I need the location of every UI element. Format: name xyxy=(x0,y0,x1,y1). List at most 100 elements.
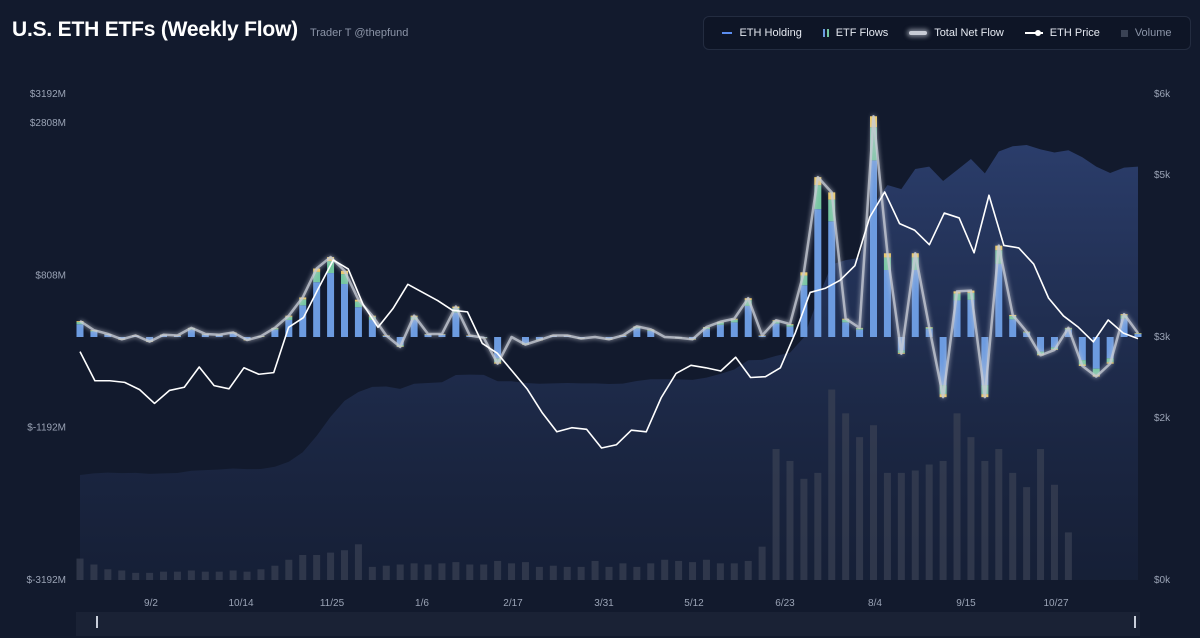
net-flow-path xyxy=(79,114,1140,399)
left-tick-label: $-1192M xyxy=(27,423,66,434)
volume-bar xyxy=(730,563,738,580)
flow-bar-segment xyxy=(313,282,321,337)
legend-item-eth-price[interactable]: ETH Price xyxy=(1024,27,1100,39)
price-line-icon xyxy=(1024,30,1043,36)
range-handle-left[interactable] xyxy=(96,616,98,628)
right-tick-label: $0k xyxy=(1154,575,1171,586)
volume-bar xyxy=(229,570,237,580)
volume-bar xyxy=(424,564,432,580)
x-tick-label: 8/4 xyxy=(868,598,882,609)
x-tick-label: 5/12 xyxy=(684,598,704,609)
price-path xyxy=(79,191,1139,449)
volume-bar xyxy=(1009,472,1017,580)
volume-bar xyxy=(647,563,655,580)
range-handle-right[interactable] xyxy=(1134,616,1136,628)
flow-bar-segment xyxy=(730,322,738,337)
volume-bar xyxy=(1023,487,1031,580)
chart-title: U.S. ETH ETFs (Weekly Flow) xyxy=(12,18,298,41)
flow-bar-segment xyxy=(772,323,780,337)
volume-bar xyxy=(967,437,975,580)
volume-bar xyxy=(1037,449,1045,580)
volume-bar xyxy=(104,569,112,580)
volume-bar xyxy=(466,564,474,580)
flow-bar-segment xyxy=(605,337,613,339)
volume-bar xyxy=(160,571,168,580)
flow-bar-segment xyxy=(814,185,822,210)
x-tick-label: 10/14 xyxy=(228,598,253,609)
volume-bar xyxy=(341,550,348,580)
volume-bar xyxy=(187,570,195,580)
flow-bar-segment xyxy=(702,329,710,337)
flow-bar-segment xyxy=(730,319,738,323)
flow-bar-segment xyxy=(535,337,543,340)
flow-bar-segment xyxy=(981,337,989,386)
chart-credit: Trader T @thepfund xyxy=(309,27,409,39)
flow-bar-segment xyxy=(285,316,293,320)
volume-bar xyxy=(521,562,529,580)
volume-bar xyxy=(396,564,404,580)
volume-bar xyxy=(981,460,989,580)
flow-bar-segment xyxy=(828,199,836,222)
flow-bar-segment xyxy=(870,127,877,161)
volume-bar xyxy=(619,563,627,580)
flow-bar-segment xyxy=(953,300,961,337)
volume-bar xyxy=(243,571,251,580)
flow-bar-segment xyxy=(299,305,307,337)
volume-bar xyxy=(368,566,376,580)
flow-bar-segment xyxy=(215,335,223,337)
volume-bar xyxy=(382,565,390,580)
flow-bar-segment xyxy=(967,299,975,337)
volume-bar xyxy=(146,572,154,580)
volume-bar xyxy=(535,566,543,580)
flow-bar-segment xyxy=(1078,337,1086,361)
volume-bar xyxy=(285,559,293,580)
volume-bar xyxy=(271,565,279,580)
flow-bar-segment xyxy=(800,275,808,286)
legend-item-volume[interactable]: Volume xyxy=(1120,27,1172,39)
volume-bar xyxy=(883,472,891,580)
flow-bar-segment xyxy=(1009,319,1017,337)
flow-bar-segment xyxy=(772,321,780,324)
volume-bar xyxy=(354,544,362,580)
chart-header: U.S. ETH ETFs (Weekly Flow) Trader T @th… xyxy=(12,18,408,42)
flow-bar-segment xyxy=(1023,332,1031,337)
left-tick-label: $808M xyxy=(35,270,66,281)
x-tick-label: 6/23 xyxy=(775,598,795,609)
flow-bar-segment xyxy=(1106,337,1114,359)
line-icon xyxy=(722,32,733,34)
flow-bar-segment xyxy=(939,337,947,386)
volume-bars xyxy=(76,389,1072,580)
legend-item-eth-holding[interactable]: ETH Holding xyxy=(722,27,802,39)
legend-item-total-net-flow[interactable]: Total Net Flow xyxy=(909,27,1004,39)
range-scrollbar[interactable] xyxy=(76,612,1140,636)
flow-bar-segment xyxy=(883,257,891,271)
volume-bar xyxy=(76,558,84,580)
flow-bar-segment xyxy=(716,324,724,337)
legend-label: ETH Price xyxy=(1049,27,1100,39)
flow-bar-segment xyxy=(911,257,919,271)
volume-bar xyxy=(299,555,307,580)
flow-bar-segment xyxy=(647,330,655,337)
flow-bar-segment xyxy=(341,284,348,337)
flow-bar-segment xyxy=(368,319,376,337)
volume-bar xyxy=(257,569,265,580)
volume-bar xyxy=(758,546,766,580)
left-y-axis: $3192M $2808M $808M $-1192M $-3192M xyxy=(27,89,66,586)
volume-bar xyxy=(494,560,502,580)
volume-bar xyxy=(605,566,613,580)
flow-bar-segment xyxy=(856,329,864,337)
glow-line-icon xyxy=(909,31,928,35)
etf-flow-bars xyxy=(76,116,1142,398)
volume-bar xyxy=(438,563,446,580)
flow-bar-segment xyxy=(354,307,362,337)
flow-bar-segment xyxy=(911,270,919,337)
flow-bar-segment xyxy=(452,312,460,337)
flow-bar-segment xyxy=(313,271,321,283)
legend-label: ETH Holding xyxy=(739,27,802,39)
flow-bar-segment xyxy=(744,305,752,337)
flow-bar-segment xyxy=(1037,337,1045,352)
volume-bar xyxy=(953,413,961,580)
legend-item-etf-flows[interactable]: ETF Flows xyxy=(822,27,888,39)
volume-bar xyxy=(675,560,683,580)
flow-bar-segment xyxy=(870,160,877,337)
